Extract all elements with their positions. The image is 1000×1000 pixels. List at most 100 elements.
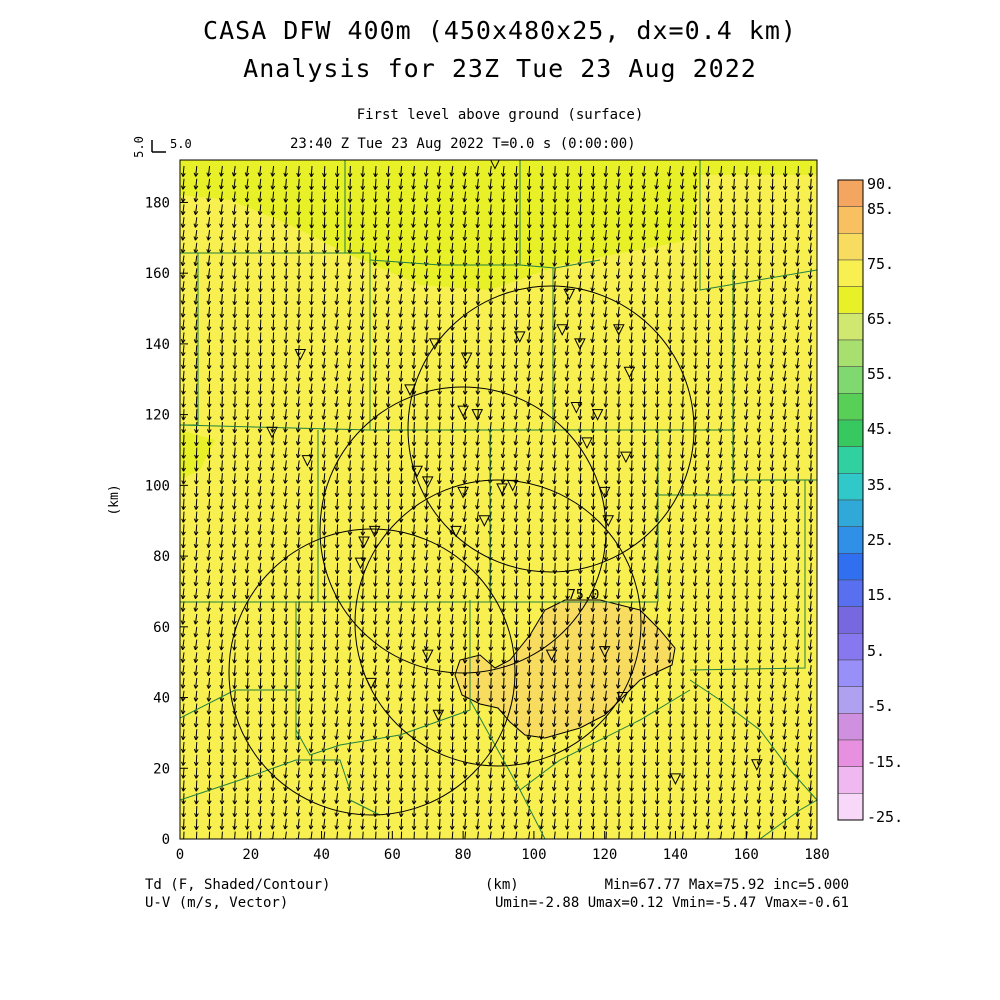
wind-vector-head bbox=[272, 211, 276, 216]
wind-vector-head bbox=[321, 812, 324, 817]
wind-vector-head bbox=[206, 505, 210, 510]
wind-vector bbox=[246, 524, 249, 535]
wind-vector-head bbox=[334, 480, 338, 485]
wind-vector-head bbox=[334, 825, 337, 830]
wind-vector-head bbox=[259, 569, 263, 574]
wind-vector-head bbox=[334, 275, 338, 280]
wind-vector bbox=[259, 370, 262, 382]
wind-vector-head bbox=[296, 301, 300, 306]
wind-vector bbox=[182, 639, 185, 650]
wind-vector-head bbox=[208, 813, 212, 818]
wind-vector-head bbox=[244, 543, 248, 548]
wind-vector bbox=[220, 485, 223, 497]
wind-vector-head bbox=[296, 339, 299, 344]
wind-vector-head bbox=[259, 800, 263, 805]
wind-vector-head bbox=[180, 723, 184, 728]
wind-vector-head bbox=[206, 761, 210, 766]
wind-vector-head bbox=[207, 556, 212, 561]
wind-vector bbox=[207, 281, 211, 292]
wind-vector-head bbox=[322, 224, 325, 229]
wind-vector-head bbox=[428, 838, 429, 839]
wind-vector-head bbox=[272, 365, 276, 370]
wind-vector bbox=[234, 831, 236, 839]
wind-vector bbox=[298, 191, 300, 203]
wind-vector bbox=[310, 293, 313, 305]
wind-vector bbox=[335, 818, 339, 830]
wind-vector-head bbox=[257, 416, 261, 421]
wind-vector-head bbox=[257, 530, 260, 535]
wind-vector-head bbox=[219, 581, 222, 587]
wind-vector-head bbox=[259, 621, 263, 625]
wind-vector-head bbox=[334, 595, 338, 600]
wind-vector bbox=[297, 332, 300, 344]
wind-vector-head bbox=[221, 480, 225, 485]
wind-vector bbox=[233, 268, 236, 280]
wind-vector-head bbox=[234, 339, 238, 344]
wind-vector-head bbox=[270, 748, 274, 754]
wind-vector-head bbox=[336, 288, 340, 293]
wind-vector-head bbox=[219, 185, 222, 190]
wind-vector-head bbox=[244, 582, 248, 587]
wind-vector-head bbox=[323, 480, 327, 485]
wind-vector-head bbox=[310, 415, 314, 420]
wind-vector-head bbox=[334, 582, 338, 587]
wind-vector-head bbox=[257, 543, 260, 548]
wind-vector-head bbox=[206, 556, 209, 561]
wind-vector bbox=[323, 511, 326, 523]
wind-vector-head bbox=[206, 480, 210, 485]
wind-vector bbox=[297, 178, 300, 190]
wind-vector-head bbox=[272, 621, 276, 626]
wind-vector-head bbox=[244, 223, 248, 228]
wind-vector-head bbox=[220, 172, 224, 177]
wind-vector-head bbox=[334, 646, 338, 651]
wind-vector bbox=[195, 524, 198, 536]
wind-vector-head bbox=[219, 761, 223, 766]
wind-vector-head bbox=[246, 262, 250, 267]
wind-vector bbox=[246, 562, 249, 574]
wind-vector-head bbox=[193, 671, 196, 676]
wind-vector-head bbox=[296, 211, 300, 216]
wind-vector-head bbox=[207, 544, 212, 548]
wind-vector-head bbox=[193, 582, 196, 587]
wind-vector-head bbox=[231, 530, 235, 535]
wind-vector bbox=[298, 665, 300, 677]
wind-vector-head bbox=[323, 685, 327, 689]
wind-vector-head bbox=[193, 569, 197, 574]
wind-vector-head bbox=[310, 288, 314, 293]
wind-vector bbox=[208, 729, 211, 741]
wind-vector-head bbox=[244, 454, 248, 459]
wind-vector-head bbox=[219, 326, 223, 331]
wind-vector bbox=[208, 319, 211, 331]
wind-vector bbox=[297, 370, 300, 382]
wind-vector-head bbox=[336, 262, 340, 267]
wind-vector bbox=[310, 588, 313, 600]
wind-vector-head bbox=[193, 658, 196, 663]
wind-vector bbox=[348, 447, 351, 459]
wind-vector-head bbox=[195, 518, 199, 523]
wind-vector bbox=[297, 805, 300, 817]
wind-vector bbox=[336, 613, 339, 625]
wind-vector bbox=[207, 549, 211, 561]
wind-vector bbox=[310, 703, 313, 715]
wind-vector-head bbox=[284, 403, 288, 408]
wind-vector-head bbox=[193, 339, 197, 344]
wind-vector bbox=[194, 217, 198, 228]
wind-vector-head bbox=[193, 364, 197, 369]
wind-vector-head bbox=[321, 531, 325, 536]
wind-vector-head bbox=[194, 787, 197, 792]
wind-vector bbox=[195, 293, 198, 305]
wind-vector bbox=[234, 780, 236, 792]
wind-vector-head bbox=[296, 774, 299, 779]
wind-vector bbox=[285, 716, 287, 728]
wind-vector-head bbox=[182, 710, 186, 715]
wind-vector bbox=[194, 652, 198, 663]
wind-vector-head bbox=[206, 467, 210, 472]
wind-vector-head bbox=[309, 621, 312, 626]
wind-vector-head bbox=[270, 185, 273, 190]
wind-vector-head bbox=[182, 300, 186, 305]
wind-vector bbox=[208, 370, 211, 382]
wind-vector-head bbox=[283, 275, 287, 280]
wind-vector bbox=[310, 191, 313, 203]
wind-vector-head bbox=[311, 646, 314, 651]
wind-vector bbox=[207, 562, 211, 574]
